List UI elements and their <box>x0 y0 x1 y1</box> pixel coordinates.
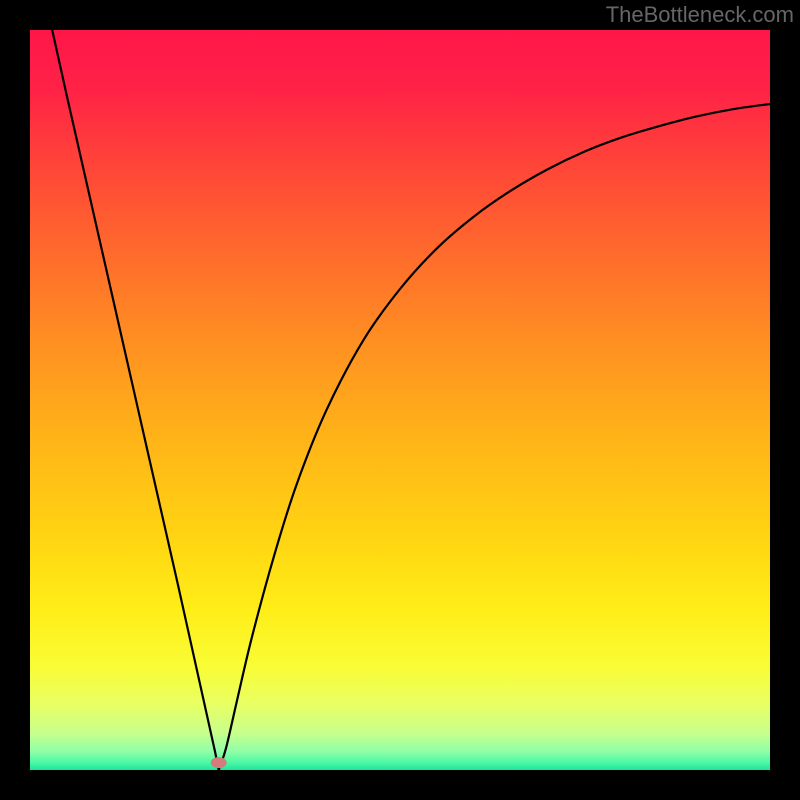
minimum-marker <box>211 757 227 768</box>
plot-area <box>30 30 770 770</box>
gradient-background <box>30 30 770 770</box>
chart-frame: TheBottleneck.com <box>0 0 800 800</box>
chart-svg <box>30 30 770 770</box>
watermark-text: TheBottleneck.com <box>606 2 794 28</box>
